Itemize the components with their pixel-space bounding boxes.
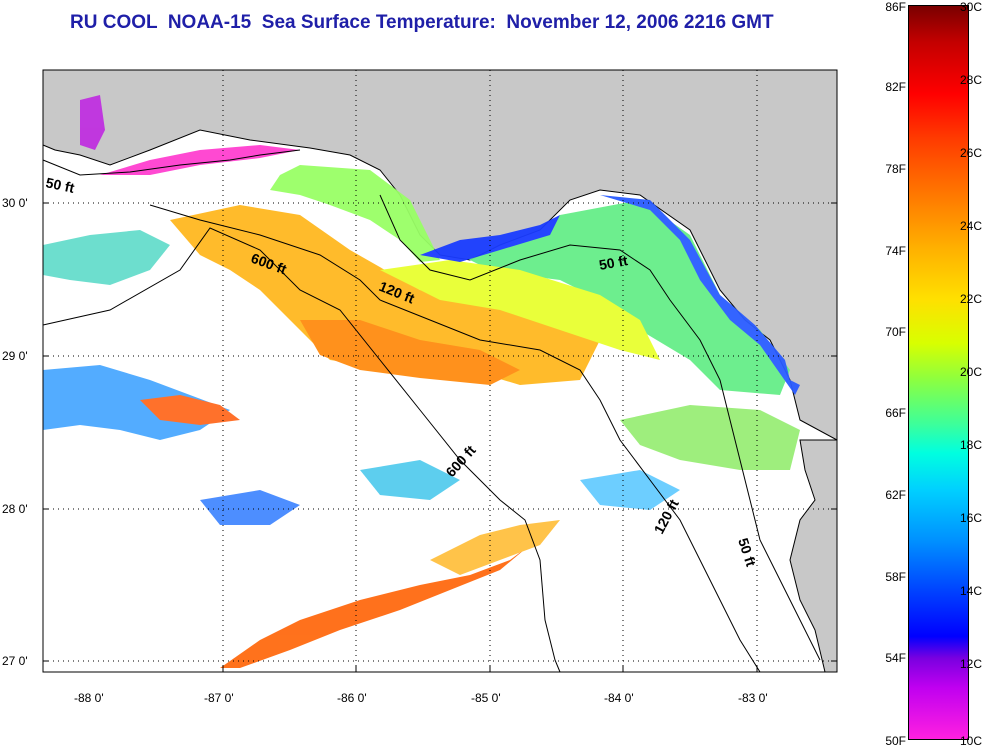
colorbar-c-label: 26C (960, 146, 983, 160)
colorbar-c-label: 28C (960, 73, 983, 87)
sst-patch-magenta-north (100, 145, 300, 175)
lon-tick-label: -87 0' (204, 691, 234, 705)
colorbar-f-label: 58F (885, 570, 906, 584)
lat-tick-label: 30 0' (2, 196, 28, 210)
colorbar-f-label: 62F (885, 488, 906, 502)
colorbar-c-label: 24C (960, 219, 983, 233)
lon-tick-label: -85 0' (471, 691, 501, 705)
sst-patches (43, 95, 800, 668)
frame-ticks (43, 202, 837, 672)
sst-patch-scatter-2 (360, 460, 460, 500)
sst-patch-warm-core (300, 320, 520, 385)
contour-50ft-west (42, 149, 301, 176)
colorbar-f-label: 74F (885, 244, 906, 258)
colorbar-c-label: 14C (960, 584, 983, 598)
sst-patch-yellow-band (380, 260, 660, 360)
contour-50ft-east (379, 194, 821, 661)
colorbar-f-label: 66F (885, 406, 906, 420)
sst-map: 30 0' 29 0' 28 0' 27 0' -88 0' -87 0' -8… (2, 69, 838, 705)
colorbar-c-label: 10C (960, 734, 983, 748)
sst-patch-west (43, 230, 170, 285)
map-border (42, 69, 838, 673)
sst-patch-blue-coast (420, 215, 560, 262)
lon-tick-label: -84 0' (604, 691, 634, 705)
colorbar-f-label: 82F (885, 80, 906, 94)
colorbar-c-label: 16C (960, 511, 983, 525)
lat-tick-label: 29 0' (2, 349, 28, 363)
colorbar-c-label: 12C (960, 657, 983, 671)
sst-patch-south-yellow (430, 520, 560, 575)
sst-patch-scatter-1 (200, 490, 300, 525)
sst-patch-bigbend (270, 165, 440, 262)
contour-label-50ft: 50 ft (44, 174, 76, 196)
colorbar-c-label: 18C (960, 438, 983, 452)
contour-label-50ft: 50 ft (598, 252, 629, 273)
lon-tick-label: -88 0' (74, 691, 104, 705)
lon-tick-label: -83 0' (738, 691, 768, 705)
lon-tick-label: -86 0' (337, 691, 367, 705)
lat-tick-label: 27 0' (2, 654, 28, 668)
colorbar-c-label: 30C (960, 0, 983, 14)
graticule (43, 70, 837, 672)
colorbar-f-label: 78F (885, 162, 906, 176)
colorbar-f-label: 86F (885, 0, 906, 14)
colorbar-f-label: 54F (885, 651, 906, 665)
sst-patch-south-red (220, 545, 530, 668)
sst-patch-scatter-3 (580, 470, 680, 510)
colorbar-c-label: 22C (960, 292, 983, 306)
colorbar-f-label: 70F (885, 325, 906, 339)
contour-120ft (149, 204, 761, 673)
sst-patch-mobile (80, 95, 105, 150)
map-title: RU COOL NOAA-15 Sea Surface Temperature:… (70, 12, 774, 33)
colorbar-c-label: 20C (960, 365, 983, 379)
colorbar-f-label: 50F (885, 734, 906, 748)
land-mobile-bay (43, 70, 100, 120)
sst-patch-east-mid (620, 405, 800, 470)
lat-tick-label: 28 0' (2, 502, 28, 516)
temperature-colorbar (908, 5, 969, 740)
sst-patch-northeast (450, 200, 790, 395)
sst-patch-warm-center (170, 205, 600, 385)
contour-600ft (42, 227, 561, 673)
sst-patch-orange-speckle (140, 395, 240, 425)
